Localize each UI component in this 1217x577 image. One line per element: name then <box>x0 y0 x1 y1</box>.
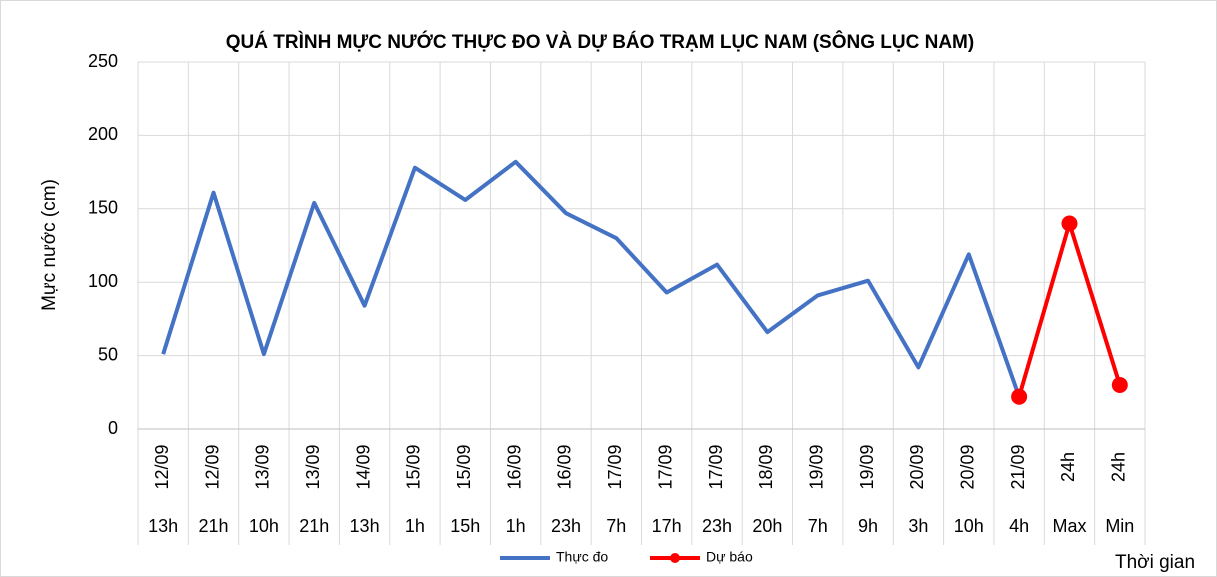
x-tick-label: 1h <box>405 516 425 536</box>
x-axis-label: Thời gian <box>1115 552 1195 573</box>
x-tick-label: 15h <box>450 516 480 536</box>
y-tick-label: 100 <box>88 271 118 291</box>
x-tick-group-label: 13/09 <box>253 444 273 489</box>
x-tick-label: 10h <box>249 516 279 536</box>
x-tick-label: 1h <box>506 516 526 536</box>
x-tick-label: 3h <box>908 516 928 536</box>
x-tick-label: 23h <box>551 516 581 536</box>
x-tick-group-label: 13/09 <box>303 444 323 489</box>
x-tick-label: 4h <box>1009 516 1029 536</box>
legend-label: Dự báo <box>706 549 753 565</box>
x-tick-group-label: 12/09 <box>152 444 172 489</box>
x-tick-group-label: 17/09 <box>605 444 625 489</box>
legend-label: Thực đo <box>556 549 608 565</box>
x-tick-group-label: 20/09 <box>958 444 978 489</box>
x-tick-group-label: 14/09 <box>353 444 373 489</box>
x-tick-group-label: 16/09 <box>504 444 524 489</box>
y-tick-label: 250 <box>88 51 118 71</box>
x-tick-group-label: 20/09 <box>907 444 927 489</box>
x-tick-group-label: 19/09 <box>857 444 877 489</box>
x-tick-label: 21h <box>299 516 329 536</box>
chart-title: QUÁ TRÌNH MỰC NƯỚC THỰC ĐO VÀ DỰ BÁO TRẠ… <box>226 31 974 53</box>
y-axis-label: Mực nước (cm) <box>39 179 60 311</box>
x-tick-group-label: 24h <box>1058 452 1078 482</box>
x-tick-group-label: 19/09 <box>806 444 826 489</box>
x-tick-label: 21h <box>199 516 229 536</box>
x-tick-label: 13h <box>148 516 178 536</box>
x-tick-group-label: 17/09 <box>655 444 675 489</box>
x-tick-label: 20h <box>752 516 782 536</box>
series-marker <box>1011 388 1028 405</box>
series-line <box>161 159 1022 398</box>
legend-marker <box>670 553 680 563</box>
x-tick-group-label: 18/09 <box>756 444 776 489</box>
y-tick-label: 150 <box>88 198 118 218</box>
x-tick-group-label: 17/09 <box>706 444 726 489</box>
x-tick-label: Max <box>1052 516 1086 536</box>
x-tick-label: Min <box>1105 516 1134 536</box>
x-tick-label: 7h <box>606 516 626 536</box>
x-tick-label: 23h <box>702 516 732 536</box>
x-tick-group-label: 16/09 <box>555 444 575 489</box>
x-tick-label: 10h <box>954 516 984 536</box>
series-marker <box>1061 215 1078 232</box>
x-tick-label: 7h <box>808 516 828 536</box>
series-marker <box>1111 376 1128 393</box>
x-tick-group-label: 12/09 <box>202 444 222 489</box>
x-tick-label: 13h <box>350 516 380 536</box>
x-tick-group-label: 21/09 <box>1008 444 1028 489</box>
y-tick-label: 50 <box>98 344 118 364</box>
x-tick-group-label: 15/09 <box>454 444 474 489</box>
x-tick-group-label: 24h <box>1109 452 1129 482</box>
y-tick-label: 0 <box>108 418 118 438</box>
x-tick-label: 9h <box>858 516 878 536</box>
y-tick-label: 200 <box>88 124 118 144</box>
x-tick-label: 17h <box>652 516 682 536</box>
x-tick-group-label: 15/09 <box>404 444 424 489</box>
